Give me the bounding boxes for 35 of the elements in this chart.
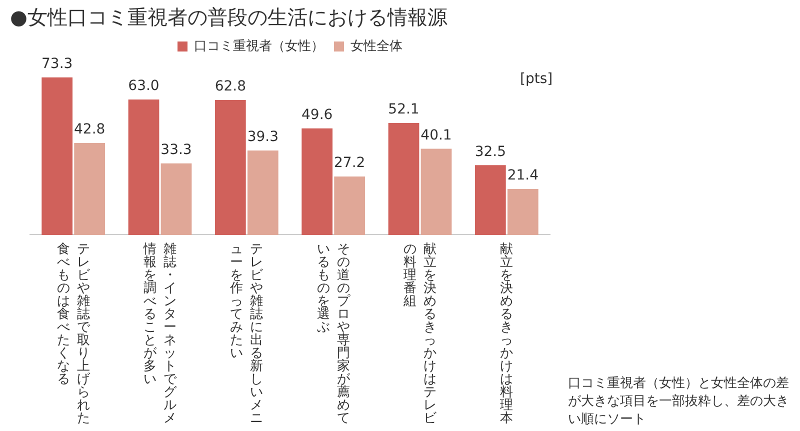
category-label: 献立を決めるきっかけはテレビの料理番組: [404, 242, 436, 426]
bar: [420, 148, 452, 235]
category-label: その道のプロや専門家が薦めているものを選ぶ: [316, 242, 350, 426]
bar: [474, 165, 506, 235]
category-label: テレビや雑誌に出る新しいメニューを作ってみたい: [230, 242, 264, 426]
bar: [74, 142, 106, 235]
data-label: 27.2: [334, 155, 366, 172]
legend-label: 口コミ重視者（女性）: [194, 38, 324, 54]
bar: [507, 188, 538, 235]
bar: [388, 122, 420, 235]
data-label: 63.0: [128, 78, 160, 94]
bar: [214, 100, 246, 235]
legend-label: 女性全体: [350, 38, 402, 54]
data-label: 21.4: [507, 168, 539, 184]
bar: [128, 100, 160, 235]
data-label: 42.8: [74, 122, 106, 138]
category-label: 雑誌・インターネットでグルメ情報を調べることが多い: [144, 242, 176, 426]
bar: [247, 150, 278, 235]
chart-title: ●女性口コミ重視者の普段の生活における情報源: [10, 4, 448, 31]
data-label: 49.6: [301, 107, 333, 123]
bar: [302, 128, 333, 235]
bar: [334, 176, 366, 235]
category-label: テレビや雑誌で取り上げられた食べものは食べたくなる: [56, 242, 90, 426]
data-label: 33.3: [160, 142, 192, 158]
category-label: 献立を決めるきっかけは料理本: [500, 242, 514, 426]
data-label: 62.8: [214, 78, 246, 95]
bar: [42, 77, 73, 235]
bar: [160, 163, 192, 235]
data-label: 32.5: [474, 144, 506, 160]
data-label: 73.3: [41, 56, 73, 72]
data-label: 39.3: [247, 129, 279, 146]
text: 口コミ重視者（女性）と女性全体の差が大きな項目を一部抜粋し、差の大きい順にソート: [568, 375, 790, 429]
data-label: 52.1: [388, 102, 420, 118]
data-label: 40.1: [420, 127, 452, 144]
y-axis-title: [pts]: [520, 71, 553, 87]
